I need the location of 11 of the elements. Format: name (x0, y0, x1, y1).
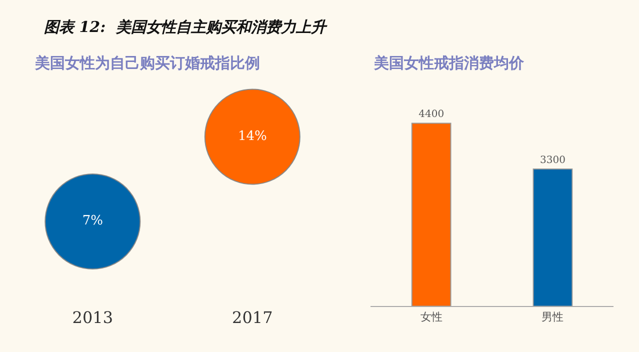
data-label: 14% (238, 129, 267, 144)
data-label: 3300 (540, 154, 566, 166)
chart-title: 美国女性戒指消费均价 (373, 54, 525, 72)
text: 图表 12: 美国女性自主购买和消费力上升 (44, 18, 328, 36)
data-label: 7% (82, 214, 103, 229)
text: 美国女性为自己购买订婚戒指比例 (34, 54, 260, 72)
category-label: 2017 (232, 308, 273, 328)
category-label: 2013 (72, 308, 114, 328)
x-tick-label: 女性 (420, 310, 442, 324)
x-tick-label: 男性 (542, 310, 564, 324)
data-label: 4400 (418, 109, 444, 120)
